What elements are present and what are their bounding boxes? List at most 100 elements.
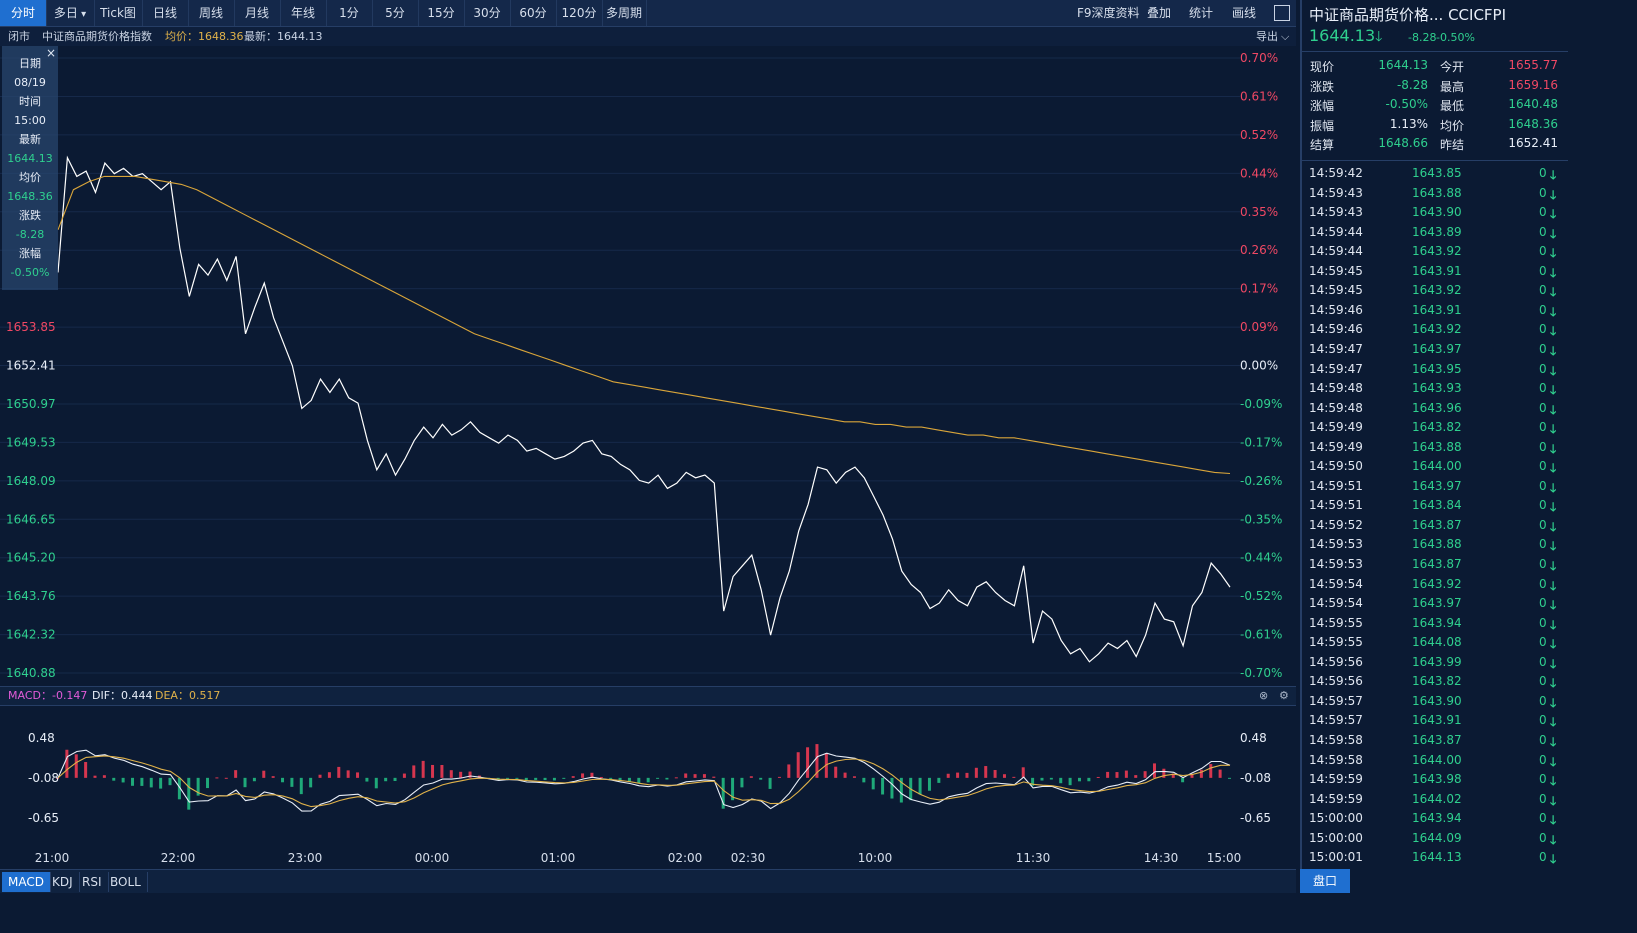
macd-value: MACD：-0.147 — [8, 689, 88, 702]
tick-volume: 0 — [1539, 772, 1547, 787]
tick-price: 1643.90 — [1412, 205, 1462, 220]
arrow-down-icon: 🡓 — [1550, 480, 1557, 495]
tick-time: 14:59:56 — [1309, 674, 1363, 689]
period-tab-5[interactable]: 月线 — [234, 0, 281, 26]
macd-bar — [665, 777, 669, 780]
period-tab-3[interactable]: 日线 — [142, 0, 189, 26]
macd-bar — [515, 777, 519, 779]
arrow-down-icon: 🡓 — [1550, 500, 1557, 515]
y-right-tick-label: -0.17% — [1240, 435, 1282, 449]
y-left-tick-label: 1646.65 — [6, 512, 56, 526]
arrow-down-icon: 🡓 — [1550, 187, 1557, 202]
chevron-down-icon[interactable]: ▾ — [77, 9, 87, 20]
macd-bar — [365, 777, 369, 782]
tick-price: 1643.92 — [1412, 576, 1462, 591]
quote-value: 1.13% — [1389, 116, 1428, 131]
y-left-tick-label: 1649.53 — [6, 435, 56, 449]
macd-bar — [1115, 772, 1119, 778]
chevron-down-icon[interactable]: ⌵ — [1281, 30, 1290, 43]
macd-bar — [1087, 777, 1091, 782]
macd-y-tick-label: -0.65 — [1240, 811, 1271, 825]
close-icon[interactable]: ⊗ — [1259, 689, 1269, 702]
quote-label: 结算 — [1310, 138, 1335, 152]
macd-bar — [243, 777, 247, 788]
tick-row: 14:59:59 1643.98 0 🡓 — [1302, 772, 1564, 791]
period-tab-4[interactable]: 周线 — [188, 0, 235, 26]
toolbar-right-2[interactable]: 统计 — [1189, 6, 1214, 20]
y-left-tick-label: 1648.09 — [6, 474, 56, 488]
macd-bar — [834, 766, 838, 778]
close-icon[interactable]: × — [45, 46, 56, 60]
panel-toggle-icon[interactable] — [1274, 5, 1290, 21]
tick-time: 14:59:59 — [1309, 772, 1363, 787]
period-tab-2[interactable]: Tick图 — [94, 0, 143, 26]
indicator-tab-boll[interactable]: BOLL — [104, 872, 148, 892]
quote-value: 1648.66 — [1378, 136, 1428, 150]
period-tab-11[interactable]: 60分 — [510, 0, 557, 26]
tick-volume: 0 — [1539, 557, 1547, 571]
tick-volume: 0 — [1539, 517, 1547, 532]
quote-label: 涨幅 — [1310, 99, 1335, 113]
arrow-down-icon: 🡓 — [1550, 304, 1557, 319]
tick-row: 14:59:54 1643.97 0 🡓 — [1302, 596, 1564, 615]
macd-bar — [459, 771, 463, 778]
macd-bar — [1162, 768, 1166, 778]
period-tab-8[interactable]: 5分 — [372, 0, 419, 26]
period-tab-12[interactable]: 120分 — [556, 0, 603, 26]
quote-label: 现价 — [1310, 60, 1335, 74]
period-tab-7[interactable]: 1分 — [326, 0, 373, 26]
toolbar-right-1[interactable]: 叠加 — [1147, 6, 1172, 20]
period-tab-13[interactable]: 多周期 — [602, 0, 647, 26]
indicator-tabs: MACD KDJ RSI BOLL — [0, 869, 1296, 894]
macd-bar — [187, 777, 191, 810]
tick-volume: 0 — [1539, 166, 1547, 180]
macd-bar — [1190, 774, 1194, 778]
macd-chart-svg[interactable]: 0.48 0.48 -0.08 -0.08 -0.65 -0.65 — [0, 705, 1296, 850]
period-tab-1[interactable]: 多日 ▾ — [46, 0, 95, 26]
chart-info-bar: 闭市 中证商品期货价格指数 均价：1648.36 最新：1644.13 导出 ⌵ — [0, 27, 1296, 46]
tick-row: 14:59:55 1644.08 0 🡓 — [1302, 635, 1564, 654]
indicator-tab-rsi[interactable]: RSI — [76, 872, 109, 892]
price-chart-svg[interactable]: 0.70% 0.61% 0.52% 0.44% 0.35% 0.26% 0.17% 0.09%… — [0, 46, 1296, 686]
gear-icon[interactable]: ⚙ — [1279, 689, 1289, 702]
export-button[interactable]: 导出 — [1256, 30, 1278, 43]
dea-value: DEA：0.517 — [155, 689, 221, 702]
macd-bar — [656, 777, 660, 779]
tick-volume: 0 — [1539, 478, 1547, 493]
y-right-tick-label: -0.44% — [1240, 551, 1282, 565]
macd-bar — [618, 777, 622, 781]
arrow-down-icon: 🡓 — [1550, 617, 1557, 632]
macd-bar — [271, 776, 275, 778]
tick-time: 14:59:49 — [1309, 420, 1363, 435]
intraday-chart[interactable]: 0.70% 0.61% 0.52% 0.44% 0.35% 0.26% 0.17% 0.09%… — [0, 46, 1296, 686]
toolbar-right-3[interactable]: 画线 — [1232, 6, 1257, 20]
tick-row: 14:59:56 1643.82 0 🡓 — [1302, 674, 1564, 693]
y-right-tick-label: 0.61% — [1240, 89, 1278, 103]
tick-time: 14:59:47 — [1309, 341, 1363, 356]
macd-bar — [534, 777, 538, 780]
macd-bar — [899, 777, 903, 803]
macd-bar — [346, 770, 350, 778]
period-tab-9[interactable]: 15分 — [418, 0, 465, 26]
pankou-tab[interactable]: 盘口 — [1300, 869, 1350, 893]
macd-bar — [506, 777, 510, 779]
macd-bar — [1012, 776, 1016, 778]
quote-label: 振幅 — [1310, 118, 1335, 133]
period-tab-10[interactable]: 30分 — [464, 0, 511, 26]
tick-volume: 0 — [1539, 654, 1547, 669]
indicator-tab-macd[interactable]: MACD — [2, 872, 51, 892]
tooltip-item: -8.28 — [15, 228, 45, 241]
tick-price: 1643.97 — [1412, 596, 1462, 611]
tick-volume: 0 — [1539, 381, 1547, 396]
macd-bar — [740, 777, 744, 788]
toolbar-right-0[interactable]: F9深度资料 — [1077, 6, 1140, 20]
indicator-tab-kdj[interactable]: KDJ — [46, 872, 80, 892]
period-tab-6[interactable]: 年线 — [280, 0, 327, 26]
quote-value: 1644.13 — [1378, 58, 1428, 72]
macd-bar — [543, 777, 547, 781]
x-tick-label: 01:00 — [540, 851, 576, 865]
tick-volume: 0 — [1539, 341, 1547, 356]
period-tab-0[interactable]: 分时 — [0, 0, 47, 26]
tick-price: 1643.92 — [1412, 283, 1462, 298]
macd-chart[interactable]: 0.48 0.48 -0.08 -0.08 -0.65 -0.65 — [0, 705, 1296, 850]
